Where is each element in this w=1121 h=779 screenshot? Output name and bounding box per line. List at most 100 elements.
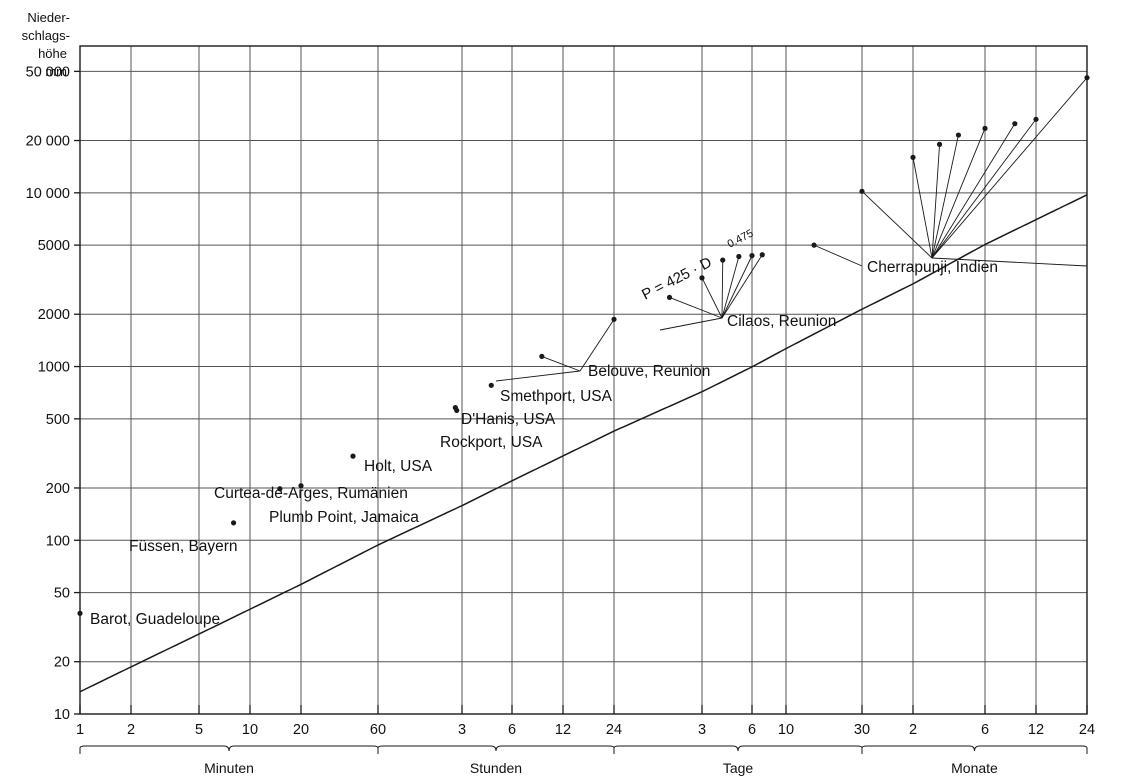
- data-point: [666, 294, 673, 301]
- leader-line: [931, 144, 941, 259]
- leader-line: [861, 190, 933, 259]
- group-bracket-minuten: [79, 745, 379, 754]
- label-smethport: Smethport, USA: [500, 388, 613, 405]
- data-point: [230, 520, 237, 526]
- x-tick-label-8: 12: [555, 722, 571, 738]
- x-tick-label-5: 60: [370, 722, 386, 738]
- y-axis-title-line2: schlags-: [22, 28, 70, 43]
- y-axis-title-line1: Nieder-: [27, 10, 70, 25]
- y-axis-title: Nieder- schlags- höhe mm: [22, 10, 70, 79]
- y-tick-label-2: 50: [54, 586, 70, 602]
- callout-leader-lines: [495, 77, 1088, 382]
- data-point: [539, 353, 545, 359]
- y-tick-label-0: 10: [54, 707, 70, 723]
- leader-line: [541, 355, 581, 372]
- x-tick-label-15: 6: [981, 722, 989, 738]
- data-point: [1033, 116, 1039, 122]
- data-point: [1012, 121, 1018, 127]
- data-point: [720, 257, 726, 263]
- label-holt: Holt, USA: [364, 458, 433, 475]
- leader-line: [931, 134, 959, 259]
- group-label-monate: Monate: [951, 760, 998, 776]
- leader-line: [721, 256, 740, 319]
- x-tick-label-10: 3: [698, 722, 706, 738]
- envelope-curve: [79, 194, 1088, 693]
- envelope-curve-line: [79, 194, 1088, 693]
- leader-line: [813, 244, 863, 267]
- y-tick-label-3: 100: [46, 533, 70, 549]
- label-cilaos: Cilaos, Reunion: [727, 313, 836, 330]
- data-point: [955, 132, 962, 138]
- label-rockport: Rockport, USA: [440, 434, 543, 451]
- leader-line: [659, 317, 723, 331]
- x-tick-label-1: 2: [127, 722, 135, 738]
- x-tick-label-11: 6: [748, 722, 756, 738]
- group-bracket-monate: [861, 745, 1088, 754]
- data-point: [910, 154, 916, 160]
- label-dhanis: D'Hanis, USA: [461, 411, 556, 428]
- leader-line: [579, 319, 615, 372]
- label-belouve: Belouve, Reunion: [588, 363, 710, 380]
- leader-line: [912, 157, 933, 259]
- data-point: [350, 453, 356, 459]
- data-point: [488, 382, 494, 388]
- x-tick-label-7: 6: [508, 722, 516, 738]
- y-axis-title-line4: mm: [45, 64, 67, 79]
- x-tick-label-17: 24: [1079, 722, 1095, 738]
- y-tick-label-9: 10 000: [26, 186, 70, 202]
- x-tick-label-12: 10: [778, 722, 794, 738]
- data-point: [736, 253, 742, 260]
- x-tick-label-4: 20: [293, 722, 309, 738]
- y-tick-label-11: 50 000: [26, 64, 70, 80]
- data-point: [611, 316, 617, 322]
- x-tick-label-13: 30: [854, 722, 870, 738]
- x-tick-label-3: 10: [242, 722, 258, 738]
- leader-line: [931, 128, 986, 259]
- leader-line: [495, 370, 581, 382]
- leader-line: [669, 296, 723, 319]
- x-axis-ticks: 1 2 5 10 20 60 3 6 12 24 3 6 10 30 2 6 12 24: [76, 705, 1095, 738]
- group-label-minuten: Minuten: [204, 760, 254, 776]
- leader-line: [931, 123, 1016, 259]
- label-curtea-de-arges: Curtea-de-Arges, Rumänien: [214, 485, 408, 502]
- y-tick-label-6: 1000: [38, 360, 70, 376]
- y-axis-ticks: 10 20 50 100 200 500 1000 2000 5000 10 000 20 000 5…: [26, 64, 80, 723]
- data-point: [936, 141, 943, 147]
- y-tick-label-10: 20 000: [26, 134, 70, 150]
- y-tick-label-7: 2000: [38, 307, 70, 323]
- leader-line: [721, 260, 724, 319]
- y-tick-label-1: 20: [54, 655, 70, 671]
- y-tick-label-5: 500: [46, 412, 70, 428]
- data-point: [1084, 75, 1090, 81]
- point-labels: Barot, Guadeloupe Füssen, Bayern Plumb P…: [90, 259, 998, 628]
- data-point: [759, 252, 765, 258]
- group-label-stunden: Stunden: [470, 760, 522, 776]
- data-point: [298, 483, 304, 489]
- leader-line: [931, 119, 1037, 259]
- x-tick-label-6: 3: [458, 722, 466, 738]
- leader-line: [931, 77, 1088, 259]
- y-tick-label-8: 5000: [38, 238, 70, 254]
- data-point: [749, 253, 755, 259]
- label-fuessen: Füssen, Bayern: [129, 538, 238, 555]
- group-bracket-stunden: [377, 745, 615, 754]
- leader-line: [721, 254, 763, 319]
- leader-line: [931, 257, 1088, 267]
- data-point: [454, 407, 460, 414]
- data-point: [699, 275, 705, 281]
- plot-border: [79, 45, 1088, 715]
- group-label-tage: Tage: [723, 760, 754, 776]
- y-axis-title-line3: höhe: [38, 46, 67, 61]
- label-plumb-point: Plumb Point, Jamaica: [269, 509, 419, 526]
- label-cherrapunji: Cherrapunji, Indien: [867, 259, 998, 276]
- data-points: [77, 75, 1090, 616]
- x-tick-label-0: 1: [76, 722, 84, 738]
- x-tick-label-2: 5: [195, 722, 203, 738]
- leader-line: [701, 277, 723, 319]
- label-barot: Barot, Guadeloupe: [90, 611, 220, 628]
- data-point: [859, 188, 865, 194]
- x-axis-group-brackets: Minuten Stunden Tage Monate: [79, 745, 1088, 776]
